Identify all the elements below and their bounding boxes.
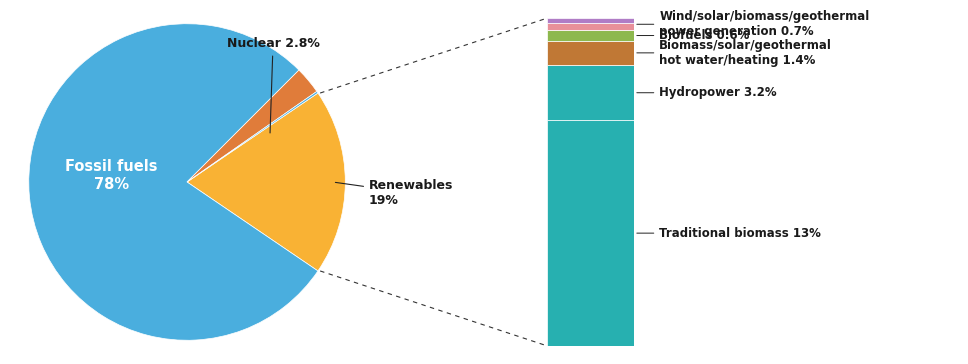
Bar: [547, 23, 634, 30]
Wedge shape: [29, 24, 318, 340]
Text: Biomass/solar/geothermal
hot water/heating 1.4%: Biomass/solar/geothermal hot water/heati…: [637, 39, 832, 67]
Wedge shape: [187, 91, 318, 182]
Bar: [547, 18, 634, 23]
Text: Fossil fuels
78%: Fossil fuels 78%: [65, 159, 158, 192]
Text: Hydropower 3.2%: Hydropower 3.2%: [637, 86, 777, 99]
Wedge shape: [187, 93, 346, 271]
Wedge shape: [187, 70, 317, 182]
Bar: [547, 30, 634, 41]
Bar: [547, 120, 634, 346]
Text: Nuclear 2.8%: Nuclear 2.8%: [227, 37, 319, 133]
Text: Traditional biomass 13%: Traditional biomass 13%: [637, 227, 821, 240]
Bar: [547, 65, 634, 120]
Text: Biofuels 0.6%: Biofuels 0.6%: [637, 29, 749, 42]
Bar: [547, 41, 634, 65]
Text: Renewables
19%: Renewables 19%: [335, 179, 453, 207]
Text: Wind/solar/biomass/geothermal
power generation 0.7%: Wind/solar/biomass/geothermal power gene…: [637, 10, 869, 38]
